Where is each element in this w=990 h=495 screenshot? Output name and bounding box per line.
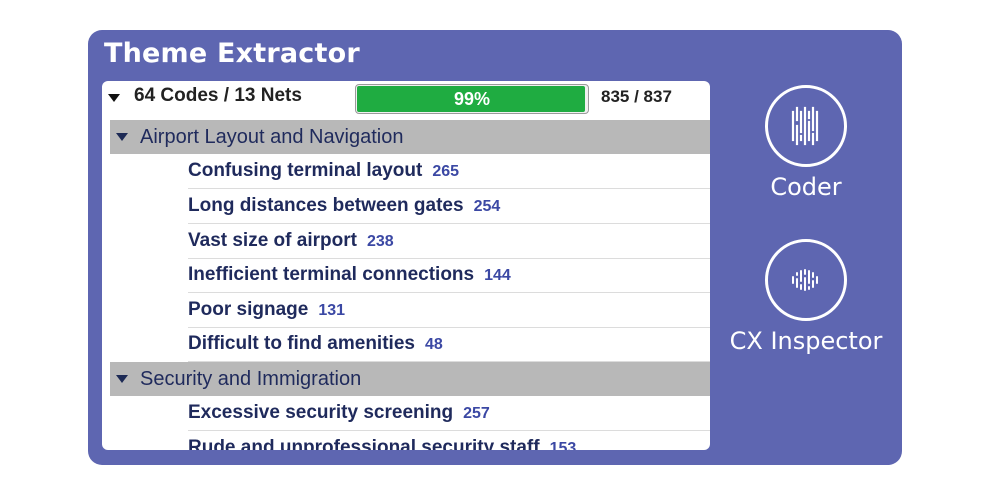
group-header-security-immigration[interactable]: Security and Immigration (110, 362, 710, 396)
item-label: Excessive security screening (188, 402, 454, 423)
cx-inspector-circle[interactable] (765, 239, 847, 321)
item-count: 131 (318, 302, 346, 319)
item-label: Rude and unprofessional security staff (188, 437, 540, 450)
coder-circle[interactable] (765, 85, 847, 167)
group-header-airport-layout[interactable]: Airport Layout and Navigation (110, 120, 710, 154)
list-item[interactable]: Rude and unprofessional security staff 15… (188, 431, 710, 450)
cx-inspector-tool[interactable]: CX Inspector (721, 239, 891, 355)
item-label: Poor signage (188, 299, 309, 320)
item-label: Confusing terminal layout (188, 160, 423, 181)
group-label: Airport Layout and Navigation (140, 126, 404, 148)
item-count: 257 (463, 405, 490, 422)
list-item[interactable]: Confusing terminal layout 265 (188, 154, 710, 189)
list-item[interactable]: Excessive security screening 257 (188, 396, 710, 431)
coded-count: 835 / 837 (601, 87, 672, 106)
cx-inspector-label: CX Inspector (729, 327, 883, 355)
item-label: Difficult to find amenities (188, 333, 415, 354)
card-title: Theme Extractor (104, 38, 360, 69)
collapse-triangle-icon[interactable] (116, 133, 128, 141)
collapse-triangle-icon[interactable] (108, 94, 120, 102)
item-count: 238 (366, 233, 394, 250)
list-item[interactable]: Vast size of airport 238 (188, 224, 710, 259)
coder-tool[interactable]: Coder (721, 85, 891, 201)
item-count: 254 (473, 198, 501, 215)
waveform-icon (792, 269, 818, 291)
list-item[interactable]: Inefficient terminal connections 144 (188, 258, 710, 293)
item-count: 144 (484, 267, 511, 284)
item-label: Inefficient terminal connections (188, 264, 475, 285)
progress-fill (357, 86, 585, 112)
codes-nets-count: 64 Codes / 13 Nets (134, 85, 302, 106)
theme-extractor-card: Theme Extractor 64 Codes / 13 Nets 99% 8… (88, 30, 902, 465)
item-count: 48 (424, 336, 443, 353)
codes-panel: 64 Codes / 13 Nets 99% 835 / 837 Airport… (102, 81, 710, 450)
item-count: 153 (549, 440, 577, 450)
item-count: 265 (432, 163, 460, 180)
item-label: Long distances between gates (188, 195, 464, 216)
summary-row[interactable]: 64 Codes / 13 Nets 99% 835 / 837 (102, 81, 710, 115)
list-item[interactable]: Long distances between gates 254 (188, 189, 710, 224)
list-item[interactable]: Poor signage 131 (188, 293, 710, 328)
coder-label: Coder (770, 173, 842, 201)
barcode-icon (791, 106, 819, 146)
progress-bar: 99% (355, 84, 589, 114)
group-label: Security and Immigration (140, 368, 362, 390)
progress-percent: 99% (453, 89, 491, 109)
collapse-triangle-icon[interactable] (116, 375, 128, 383)
item-label: Vast size of airport (188, 230, 357, 251)
list-item[interactable]: Difficult to find amenities 48 (188, 327, 710, 362)
